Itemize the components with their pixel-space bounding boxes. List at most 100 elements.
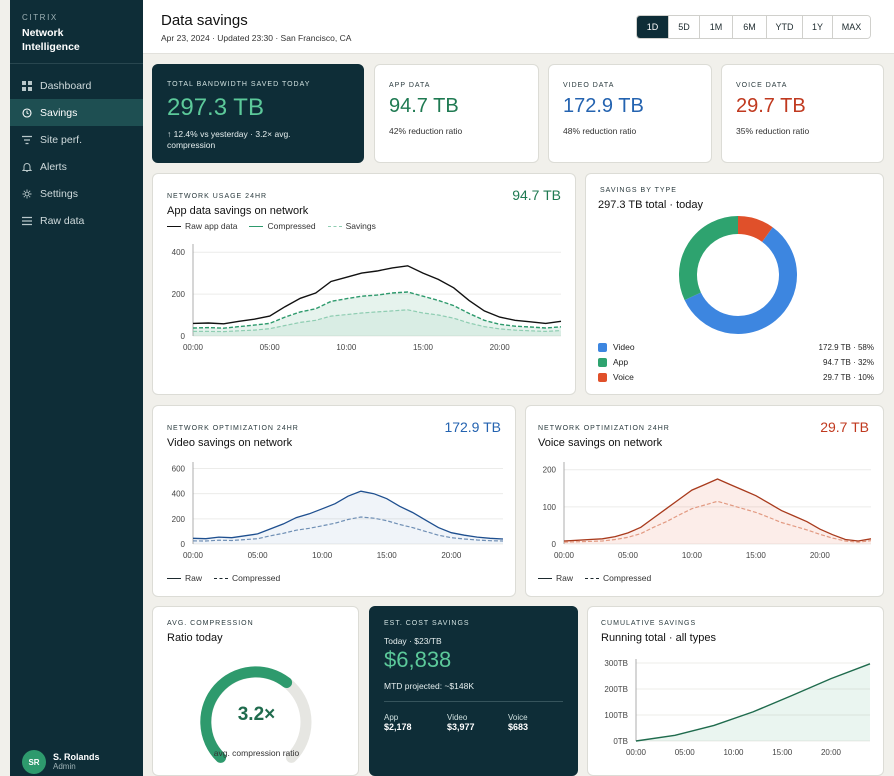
series-area (636, 663, 870, 741)
legend-item: Raw (538, 573, 573, 583)
y-tick-label: 0TB (613, 737, 628, 746)
compression-gauge (200, 666, 312, 763)
y-tick-label: 400 (172, 248, 186, 257)
legend-item: Compressed (585, 573, 651, 583)
x-tick-label: 10:00 (312, 551, 333, 560)
card-label: NETWORK OPTIMIZATION 24HR (538, 425, 670, 432)
y-tick-label: 200 (172, 515, 186, 524)
y-tick-label: 200TB (604, 685, 628, 694)
card-label: CUMULATIVE SAVINGS (601, 620, 697, 627)
series-area (193, 309, 561, 336)
sidebar-nav: Dashboard Savings Site perf. Alerts Sett… (10, 72, 143, 234)
series-line (193, 309, 562, 333)
x-tick-label: 15:00 (746, 551, 767, 560)
list-icon (22, 216, 32, 225)
sidebar-item-alerts[interactable]: Alerts (10, 153, 143, 180)
x-tick-label: 05:00 (248, 551, 269, 560)
range-ytd-button[interactable]: YTD (766, 16, 802, 38)
range-1m-button[interactable]: 1M (699, 16, 732, 38)
kpi-sub: 35% reduction ratio (736, 126, 810, 136)
app-line-chart: 0 200 400 00:00 05:00 10:00 15:00 20:00 (172, 244, 562, 352)
savings-donut-chart (679, 216, 797, 334)
x-tick-label: 10:00 (682, 551, 703, 560)
sidebar-item-dashboard[interactable]: Dashboard (10, 72, 143, 99)
card-title: 297.3 TB total · today (598, 199, 703, 211)
series-line (563, 500, 872, 543)
kpi-label: APP DATA (389, 82, 431, 89)
legend-swatch (598, 357, 607, 367)
x-tick-label: 15:00 (413, 343, 434, 352)
gauge-value: 3.2× (237, 704, 276, 725)
y-tick-label: 600 (172, 465, 186, 474)
series-line (192, 516, 504, 542)
user-profile[interactable]: SR S. Rolands Admin (22, 750, 100, 774)
kpi-sub: 48% reduction ratio (563, 126, 637, 136)
x-tick-label: 10:00 (723, 748, 744, 757)
grid-icon (22, 80, 32, 91)
sidebar-item-savings[interactable]: Savings (10, 99, 143, 126)
card-label: NETWORK OPTIMIZATION 24HR (167, 425, 299, 432)
sidebar-item-settings[interactable]: Settings (10, 180, 143, 207)
bell-icon (22, 162, 32, 172)
y-tick-label: 300TB (604, 659, 628, 668)
brand-line2: Intelligence (22, 41, 80, 53)
donut-slice-video (684, 227, 797, 334)
kpi-sub-1: ↑ 12.4% vs yesterday · 3.2× avg. (167, 129, 291, 139)
donut-legend-row: Video 172.9 TB · 58% (598, 342, 874, 352)
gear-icon (22, 189, 32, 198)
donut-slice-app (679, 216, 739, 301)
y-tick-label: 400 (172, 490, 186, 499)
clock-icon (22, 107, 32, 118)
cost-value: $6,838 (384, 647, 452, 672)
kpi-label: TOTAL BANDWIDTH SAVED TODAY (167, 81, 311, 88)
brand-name: Network Intelligence (22, 26, 80, 54)
card-title: Voice savings on network (538, 437, 663, 449)
kpi-app-card: APP DATA 94.7 TB 42% reduction ratio (374, 64, 539, 163)
range-1d-button[interactable]: 1D (637, 16, 668, 38)
series-line (563, 478, 872, 542)
chart-legend: Raw Compressed (538, 573, 663, 583)
legend-swatch (598, 342, 607, 352)
donut-legend-row: App 94.7 TB · 32% (598, 357, 874, 367)
range-6m-button[interactable]: 6M (732, 16, 766, 38)
user-name: S. Rolands (53, 752, 100, 762)
user-role: Admin (53, 762, 76, 771)
legend-item: Raw app data (167, 221, 237, 231)
sidebar-item-raw-data[interactable]: Raw data (10, 207, 143, 234)
range-max-button[interactable]: MAX (832, 16, 870, 38)
kpi-value: 297.3 TB (167, 94, 264, 121)
x-tick-label: 05:00 (260, 343, 281, 352)
sidebar-item-label: Savings (40, 106, 78, 119)
card-value: 94.7 TB (512, 187, 561, 203)
app-savings-card: NETWORK USAGE 24HR App data savings on n… (152, 173, 576, 395)
series-area (564, 479, 871, 544)
x-tick-label: 15:00 (772, 748, 793, 757)
series-line (192, 490, 504, 540)
filter-icon (22, 135, 32, 144)
y-tick-label: 0 (181, 540, 186, 549)
legend-swatch (598, 372, 607, 382)
video-line-chart: 0 200 400 600 00:00 05:00 10:00 15:00 20:00 (172, 462, 504, 560)
chart-legend: Raw Compressed (167, 573, 292, 583)
cumulative-savings-card: CUMULATIVE SAVINGS Running total · all t… (587, 606, 884, 776)
kpi-label: VOICE DATA (736, 82, 788, 89)
kpi-sub: 42% reduction ratio (389, 126, 463, 136)
y-tick-label: 100 (543, 503, 557, 512)
compression-card: AVG. COMPRESSION Ratio today 3.2× avg. c… (152, 606, 359, 776)
x-tick-label: 15:00 (377, 551, 398, 560)
card-title: Video savings on network (167, 437, 293, 449)
series-line (192, 265, 562, 325)
sidebar-item-site-perf[interactable]: Site perf. (10, 126, 143, 153)
gauge-caption: avg. compression ratio (213, 748, 300, 758)
kpi-value: 172.9 TB (563, 95, 644, 117)
x-tick-label: 20:00 (810, 551, 831, 560)
range-1y-button[interactable]: 1Y (802, 16, 832, 38)
chart-legend: Raw app data Compressed Savings (167, 221, 388, 231)
legend-item: Savings (327, 221, 376, 231)
range-5d-button[interactable]: 5D (668, 16, 699, 38)
card-title: App data savings on network (167, 205, 309, 217)
card-value: 29.7 TB (820, 419, 869, 435)
y-tick-label: 0 (181, 332, 186, 341)
x-tick-label: 10:00 (336, 343, 357, 352)
page-subtitle: Apr 23, 2024 · Updated 23:30 · San Franc… (161, 33, 352, 43)
